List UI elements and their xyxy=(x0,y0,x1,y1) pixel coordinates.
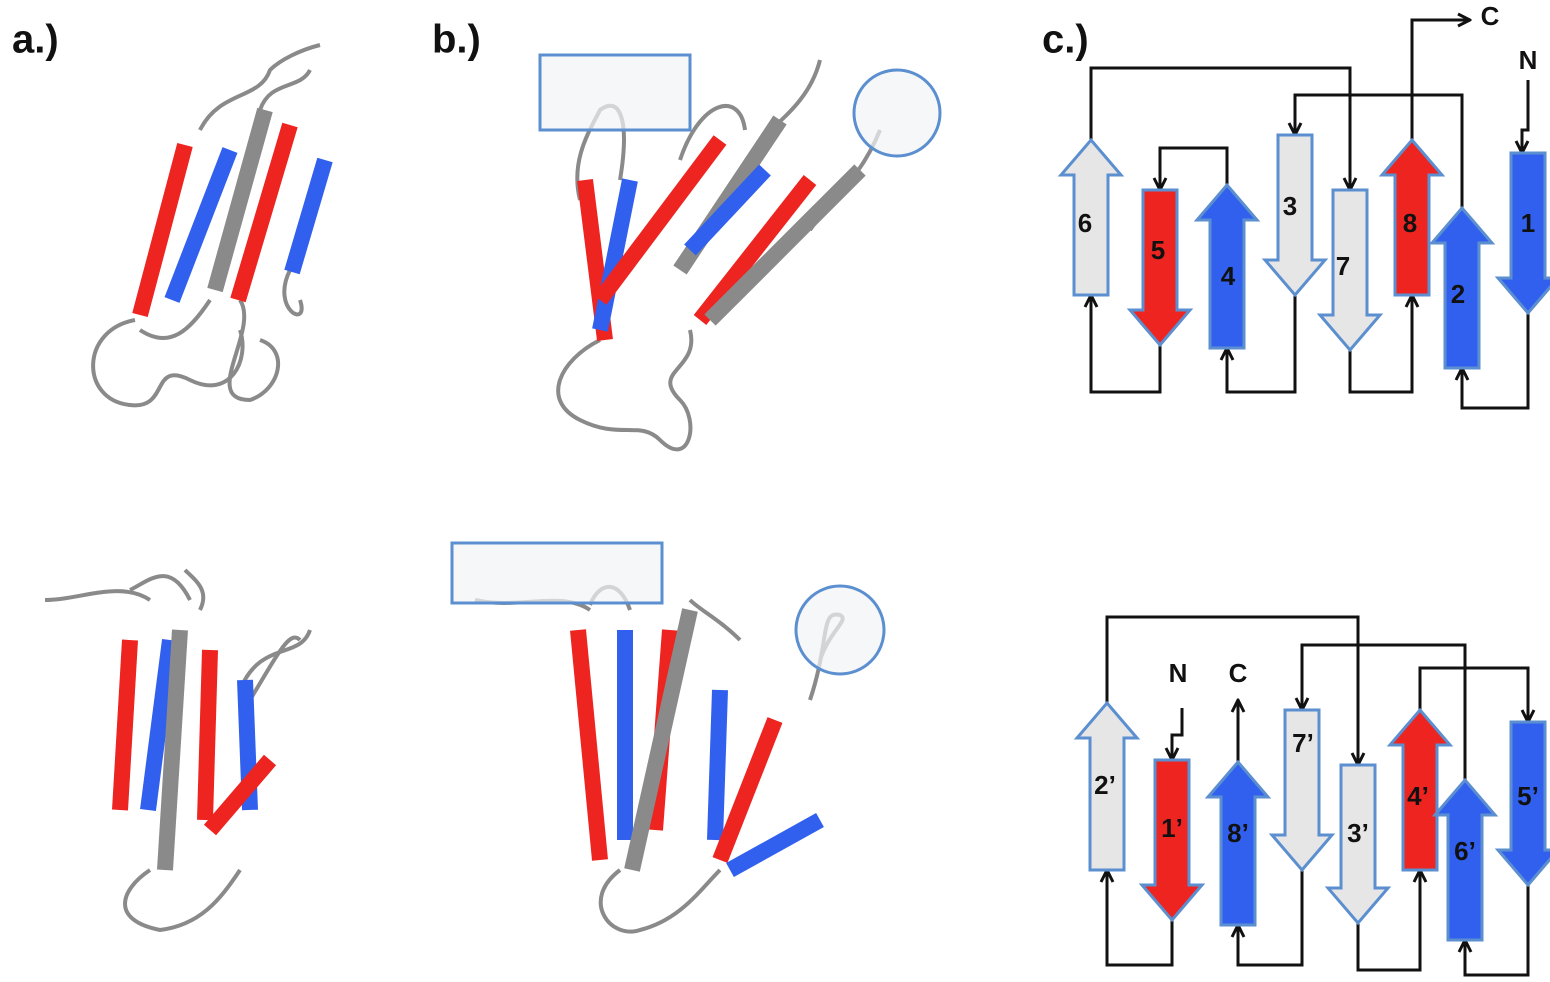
highlight-box xyxy=(452,543,662,603)
beta-strand xyxy=(720,720,775,860)
strand-label: 6’ xyxy=(1454,836,1476,866)
connector xyxy=(1160,148,1227,190)
strand-label: 3 xyxy=(1283,191,1297,221)
highlight-circle xyxy=(854,70,940,156)
strand-label: 4’ xyxy=(1407,781,1429,811)
strand-label: 7’ xyxy=(1292,728,1314,758)
beta-strand xyxy=(578,630,600,860)
strand-label: 5’ xyxy=(1517,781,1539,811)
connector xyxy=(1172,708,1182,760)
strand-label: 8’ xyxy=(1227,818,1249,848)
strand-arrow xyxy=(1130,190,1190,345)
highlight-box xyxy=(540,55,690,130)
loop xyxy=(558,330,691,449)
connector xyxy=(1295,95,1462,208)
figure: a.) b.) c.) 65437821NC2’1’8’7’3’4’6’5’NC xyxy=(0,0,1550,982)
panel-label: b.) xyxy=(432,18,481,62)
beta-strand xyxy=(730,820,820,870)
strand-label: 2’ xyxy=(1094,770,1116,800)
c-terminus: C xyxy=(1229,658,1248,688)
beta-strand xyxy=(215,110,265,290)
connector xyxy=(1420,668,1528,722)
strand-label: 8 xyxy=(1403,208,1417,238)
beta-strand xyxy=(292,160,325,272)
connector xyxy=(1302,645,1465,780)
ribbon-diagrams xyxy=(45,45,940,932)
loop xyxy=(93,300,242,405)
c-terminus: C xyxy=(1481,1,1500,31)
beta-strand xyxy=(715,690,720,840)
strand-label: 7 xyxy=(1336,251,1350,281)
strand-label: 5 xyxy=(1151,235,1165,265)
strand-label: 1’ xyxy=(1161,813,1183,843)
strand-label: 2 xyxy=(1451,279,1465,309)
connector xyxy=(1522,80,1528,153)
beta-strand xyxy=(120,640,130,810)
panel-label: c.) xyxy=(1042,18,1089,62)
strand-label: 4 xyxy=(1221,261,1236,291)
beta-strand xyxy=(205,650,210,820)
highlight-circle xyxy=(796,586,884,674)
strand-label: 1 xyxy=(1521,208,1535,238)
beta-strand xyxy=(690,170,765,250)
n-terminus: N xyxy=(1519,45,1538,75)
strand-label: 3’ xyxy=(1347,818,1369,848)
n-terminus: N xyxy=(1169,658,1188,688)
panel-label: a.) xyxy=(12,18,59,62)
beta-strand xyxy=(210,760,270,830)
strand-label: 6 xyxy=(1078,208,1092,238)
loop xyxy=(45,570,203,610)
